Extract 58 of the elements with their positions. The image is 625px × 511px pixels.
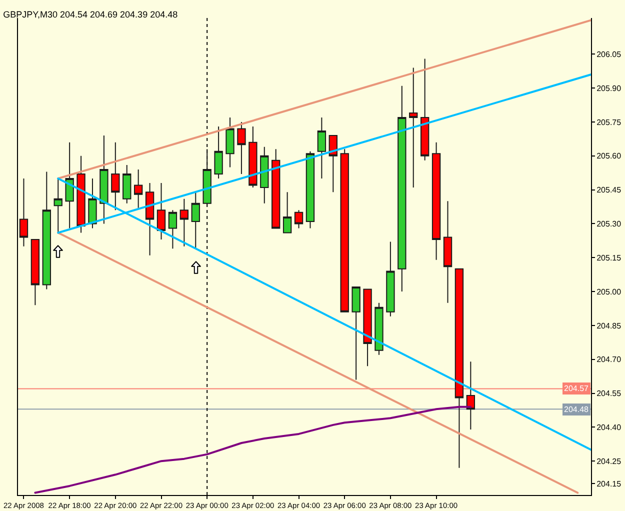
candlestick: [156, 182, 166, 240]
candlestick: [180, 198, 189, 247]
candlestick: [134, 168, 143, 208]
candlestick: [54, 178, 62, 234]
candlestick: [374, 302, 384, 356]
y-tick-label: 205.45: [596, 186, 622, 195]
chart-title: GBPJPY,M30 204.54 204.69 204.39 204.48: [3, 10, 178, 20]
candlestick: [19, 178, 28, 247]
candlestick: [409, 67, 418, 188]
y-tick-label: 205.15: [596, 253, 622, 262]
y-tick-label: 205.60: [596, 152, 622, 161]
candlestick: [111, 142, 120, 211]
candlestick: [306, 150, 315, 229]
y-tick-label: 204.55: [596, 389, 622, 398]
ref-line-label: 204.48: [564, 405, 590, 414]
candlestick: [122, 164, 132, 204]
candlestick: [202, 148, 212, 206]
candlestick: [100, 135, 108, 224]
y-tick-label: 205.75: [596, 118, 622, 127]
y-tick-label: 205.30: [596, 220, 622, 229]
candlestick: [30, 239, 40, 306]
candlestick: [237, 121, 246, 174]
y-tick-label: 205.00: [596, 287, 622, 296]
y-tick-label: 204.70: [596, 355, 622, 364]
candlestick: [272, 148, 280, 229]
candlestick: [398, 85, 406, 292]
candlestick: [352, 286, 360, 380]
candlestick: [214, 126, 223, 180]
candlestick: [386, 241, 395, 317]
candlestick: [454, 268, 464, 468]
candlestick: [65, 142, 74, 229]
y-tick-label: 204.40: [596, 422, 622, 432]
candlestick: [145, 182, 154, 256]
candlestick: [466, 361, 476, 430]
y-tick-label: 204.15: [596, 480, 622, 488]
candlestick: [42, 171, 51, 290]
candlestick: [363, 288, 372, 367]
y-tick-label: 206.05: [596, 50, 622, 59]
candlestick: [282, 192, 292, 234]
candlestick: [328, 135, 338, 193]
y-tick-label: 204.25: [596, 456, 622, 466]
y-tick-label: 205.90: [596, 84, 622, 93]
candlestick: [260, 146, 269, 204]
candlestick: [340, 148, 349, 312]
candlestick: [432, 142, 441, 260]
candlestick: [226, 116, 234, 168]
candlestick: [88, 178, 97, 229]
candlestick: [294, 210, 304, 229]
candlestick: [248, 126, 258, 188]
y-tick-label: 204.85: [596, 321, 622, 330]
candlestick: [168, 210, 178, 250]
candlestick: [317, 116, 326, 180]
line-series: [34, 406, 472, 494]
candlestick: [76, 155, 86, 234]
candlestick: [420, 58, 430, 161]
ref-line-label: 204.57: [564, 384, 590, 393]
candlestick: [443, 200, 452, 304]
candlestick: [191, 192, 200, 250]
